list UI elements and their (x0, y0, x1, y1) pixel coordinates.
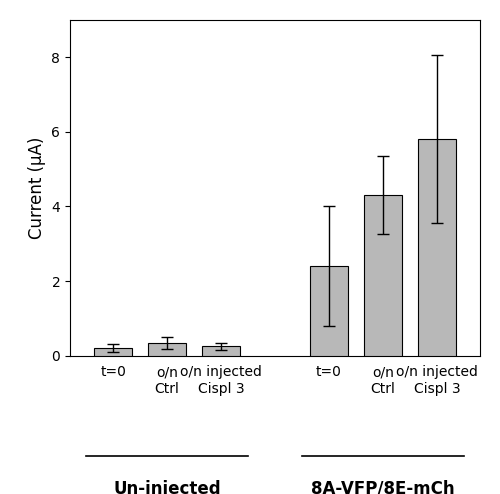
Bar (148, 343, 186, 356)
Text: Un-injected: Un-injected (114, 480, 221, 494)
Bar (418, 139, 456, 356)
Bar (202, 346, 240, 356)
Bar (94, 348, 132, 356)
Bar (364, 195, 402, 356)
Bar (310, 266, 348, 356)
Text: 8A-VFP/8E-mCh: 8A-VFP/8E-mCh (311, 480, 454, 494)
Y-axis label: Current (μA): Current (μA) (28, 136, 46, 239)
